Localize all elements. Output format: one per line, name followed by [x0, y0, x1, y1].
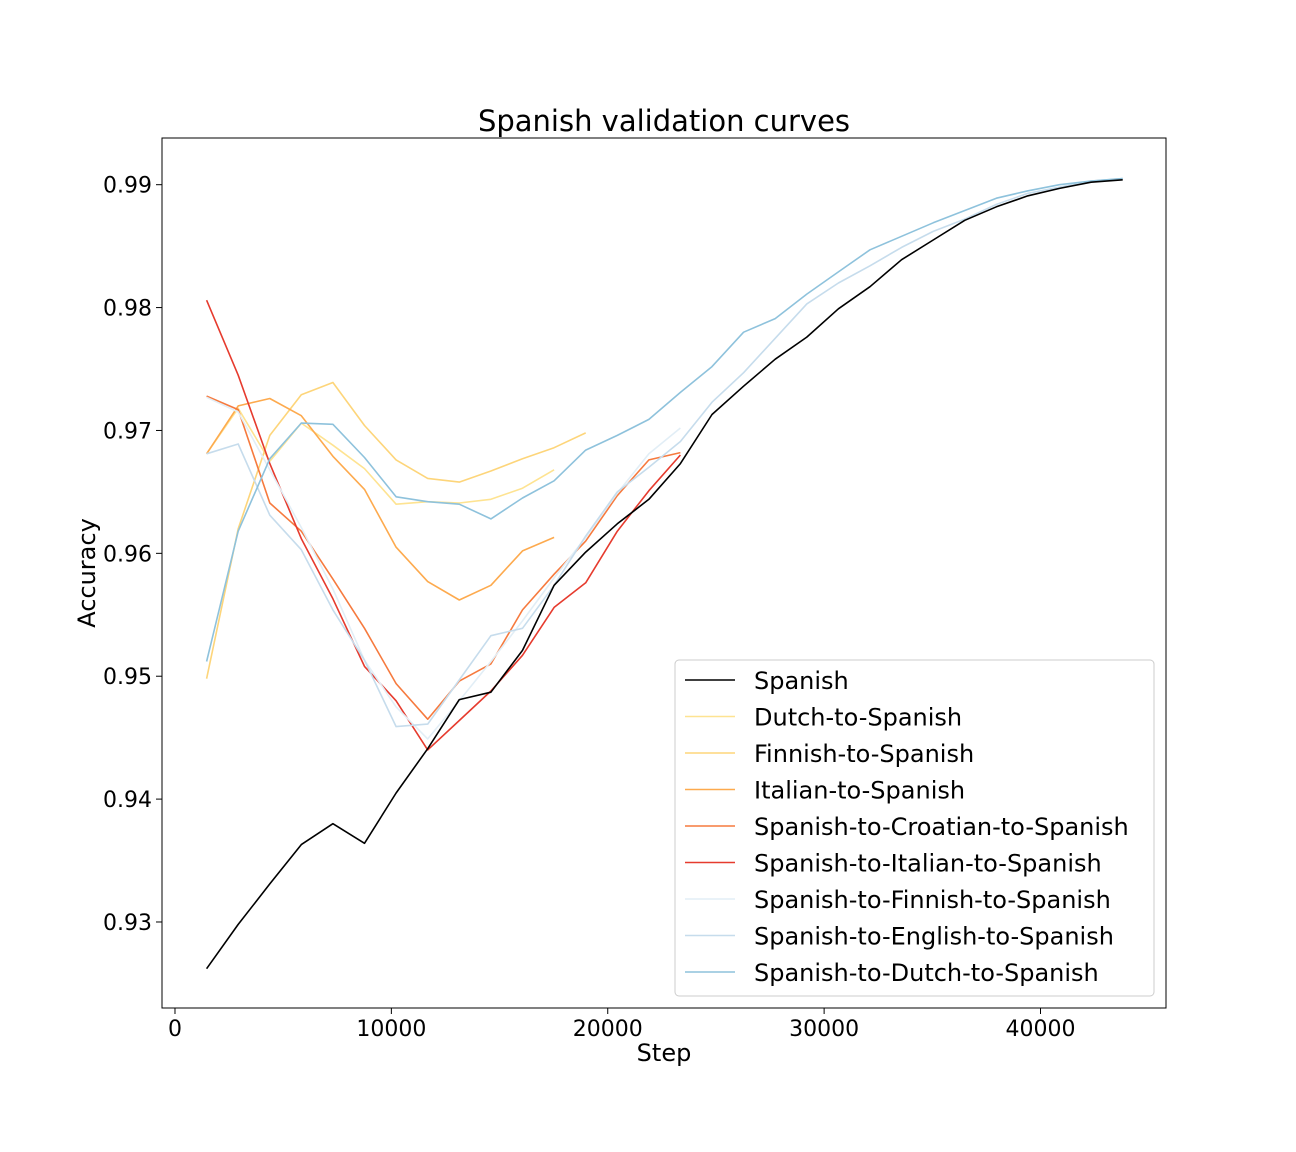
- series-line-3: [205, 397, 555, 601]
- chart-title: Spanish validation curves: [478, 104, 850, 138]
- legend-label: Italian-to-Spanish: [754, 777, 965, 805]
- series-line-0: [205, 179, 1123, 970]
- series-line-4: [206, 395, 681, 721]
- legend-label: Spanish-to-Croatian-to-Spanish: [754, 813, 1129, 841]
- y-tick-label: 0.94: [103, 788, 152, 813]
- legend-label: Finnish-to-Spanish: [754, 740, 974, 768]
- y-tick-label: 0.97: [103, 419, 152, 444]
- legend: Spanish Dutch-to-Spanish Finnish-to-Spanis…: [674, 659, 1155, 997]
- y-tick-label: 0.93: [103, 911, 152, 936]
- x-tick-label: 40000: [1006, 1017, 1076, 1042]
- series-line-2: [205, 381, 587, 679]
- legend-label: Spanish-to-Dutch-to-Spanish: [754, 959, 1099, 987]
- legend-items: Spanish Dutch-to-Spanish Finnish-to-Spanis…: [685, 667, 1129, 987]
- series-line-5: [205, 299, 681, 751]
- series-line-7: [206, 177, 1123, 728]
- y-axis-label: Accuracy: [73, 518, 101, 628]
- legend-label: Spanish-to-Italian-to-Spanish: [754, 850, 1102, 878]
- legend-label: Spanish-to-English-to-Spanish: [754, 923, 1114, 951]
- legend-label: Dutch-to-Spanish: [754, 704, 962, 732]
- x-axis: 0 10000 20000 30000 40000: [168, 1008, 1076, 1042]
- x-tick-label: 30000: [789, 1017, 859, 1042]
- x-tick-label: 20000: [573, 1017, 643, 1042]
- legend-box: [674, 659, 1155, 997]
- legend-label: Spanish-to-Finnish-to-Spanish: [754, 886, 1111, 914]
- plot-frame: [161, 137, 1167, 1009]
- x-tick-label: 0: [168, 1017, 182, 1042]
- x-tick-label: 10000: [356, 1017, 426, 1042]
- y-tick-label: 0.96: [103, 542, 152, 567]
- legend-label: Spanish: [754, 667, 849, 695]
- series-line-8: [205, 177, 1123, 662]
- x-axis-label: Step: [637, 1039, 692, 1067]
- y-tick-label: 0.95: [103, 665, 152, 690]
- y-tick-label: 0.99: [103, 174, 152, 199]
- plot-lines: [205, 177, 1123, 970]
- y-axis: 0.93 0.94 0.95 0.96 0.97 0.98 0.99: [103, 174, 162, 936]
- y-tick-label: 0.98: [103, 297, 152, 322]
